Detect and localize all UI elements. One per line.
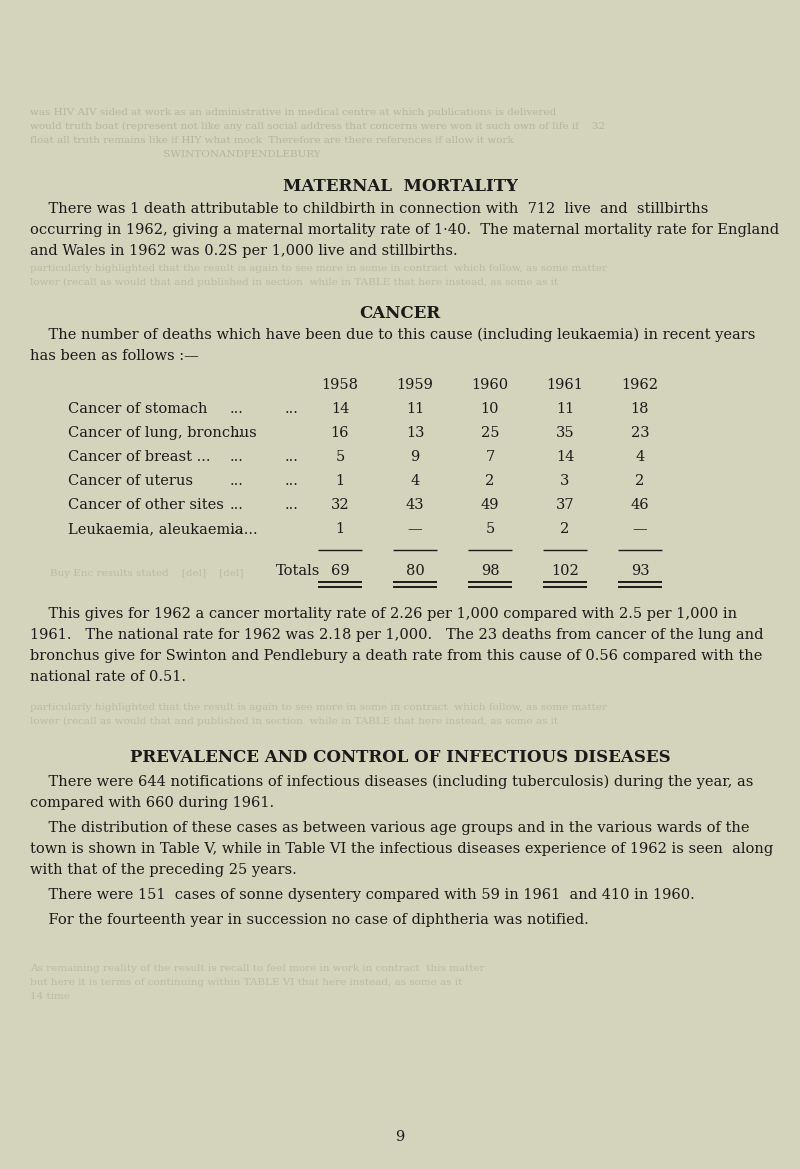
Text: 10: 10 bbox=[481, 402, 499, 416]
Text: 1959: 1959 bbox=[397, 378, 434, 392]
Text: ...: ... bbox=[285, 473, 299, 487]
Text: compared with 660 during 1961.: compared with 660 during 1961. bbox=[30, 796, 274, 810]
Text: 98: 98 bbox=[481, 563, 499, 577]
Text: 9: 9 bbox=[410, 450, 420, 464]
Text: 43: 43 bbox=[406, 498, 424, 512]
Text: 14: 14 bbox=[331, 402, 349, 416]
Text: lower (recall as would that and published in section  while in TABLE that here i: lower (recall as would that and publishe… bbox=[30, 278, 558, 288]
Text: 5: 5 bbox=[335, 450, 345, 464]
Text: 93: 93 bbox=[630, 563, 650, 577]
Text: 18: 18 bbox=[630, 402, 650, 416]
Text: Leukaemia, aleukaemia...: Leukaemia, aleukaemia... bbox=[68, 523, 258, 537]
Text: 9: 9 bbox=[395, 1130, 405, 1144]
Text: 35: 35 bbox=[556, 426, 574, 440]
Text: 4: 4 bbox=[635, 450, 645, 464]
Text: particularly highlighted that the result is again to see more in some in contrac: particularly highlighted that the result… bbox=[30, 264, 607, 274]
Text: 13: 13 bbox=[406, 426, 424, 440]
Text: Totals: Totals bbox=[276, 563, 320, 577]
Text: SWINTONANDPENDLEBURY: SWINTONANDPENDLEBURY bbox=[30, 150, 321, 159]
Text: There were 151  cases of sonne dysentery compared with 59 in 1961  and 410 in 19: There were 151 cases of sonne dysentery … bbox=[30, 888, 694, 902]
Text: Cancer of lung, bronchus: Cancer of lung, bronchus bbox=[68, 426, 257, 440]
Text: 1: 1 bbox=[335, 523, 345, 537]
Text: Cancer of stomach: Cancer of stomach bbox=[68, 402, 207, 416]
Text: CANCER: CANCER bbox=[359, 305, 441, 321]
Text: 49: 49 bbox=[481, 498, 499, 512]
Text: Cancer of uterus: Cancer of uterus bbox=[68, 473, 193, 487]
Text: 69: 69 bbox=[330, 563, 350, 577]
Text: There were 644 notifications of infectious diseases (including tuberculosis) dur: There were 644 notifications of infectio… bbox=[30, 775, 754, 789]
Text: 1961.   The national rate for 1962 was 2.18 per 1,000.   The 23 deaths from canc: 1961. The national rate for 1962 was 2.1… bbox=[30, 628, 763, 642]
Text: MATERNAL  MORTALITY: MATERNAL MORTALITY bbox=[282, 178, 518, 195]
Text: 2: 2 bbox=[560, 523, 570, 537]
Text: 25: 25 bbox=[481, 426, 499, 440]
Text: and Wales in 1962 was 0.2S per 1,000 live and stillbirths.: and Wales in 1962 was 0.2S per 1,000 liv… bbox=[30, 244, 458, 258]
Text: 102: 102 bbox=[551, 563, 579, 577]
Text: lower (recall as would that and published in section  while in TABLE that here i: lower (recall as would that and publishe… bbox=[30, 717, 558, 726]
Text: ...: ... bbox=[285, 498, 299, 512]
Text: 16: 16 bbox=[330, 426, 350, 440]
Text: ...: ... bbox=[230, 402, 244, 416]
Text: national rate of 0.51.: national rate of 0.51. bbox=[30, 670, 186, 684]
Text: ...: ... bbox=[285, 402, 299, 416]
Text: 1962: 1962 bbox=[622, 378, 658, 392]
Text: 14 time: 14 time bbox=[30, 992, 70, 1001]
Text: ...: ... bbox=[230, 426, 244, 440]
Text: Buy Enc results stated    [del]    [del]: Buy Enc results stated [del] [del] bbox=[50, 569, 243, 577]
Text: town is shown in Table V, while in Table VI the infectious diseases experience o: town is shown in Table V, while in Table… bbox=[30, 842, 774, 856]
Text: 5: 5 bbox=[486, 523, 494, 537]
Text: but here it is terms of continuing within TABLE VI that here instead, as some as: but here it is terms of continuing withi… bbox=[30, 978, 462, 987]
Text: ...: ... bbox=[230, 473, 244, 487]
Text: ...: ... bbox=[230, 498, 244, 512]
Text: float all truth remains like if HIY what mock  Therefore are there references if: float all truth remains like if HIY what… bbox=[30, 136, 514, 145]
Text: Cancer of breast ...: Cancer of breast ... bbox=[68, 450, 210, 464]
Text: 80: 80 bbox=[406, 563, 424, 577]
Text: would truth boat (represent not like any call social address that concerns were : would truth boat (represent not like any… bbox=[30, 122, 605, 131]
Text: The number of deaths which have been due to this cause (including leukaemia) in : The number of deaths which have been due… bbox=[30, 328, 755, 343]
Text: 23: 23 bbox=[630, 426, 650, 440]
Text: This gives for 1962 a cancer mortality rate of 2.26 per 1,000 compared with 2.5 : This gives for 1962 a cancer mortality r… bbox=[30, 607, 737, 621]
Text: was HIV AIV sided at work as an administrative in medical centre at which public: was HIV AIV sided at work as an administ… bbox=[30, 108, 556, 117]
Text: 1961: 1961 bbox=[546, 378, 583, 392]
Text: 1958: 1958 bbox=[322, 378, 358, 392]
Text: 11: 11 bbox=[556, 402, 574, 416]
Text: 7: 7 bbox=[486, 450, 494, 464]
Text: 37: 37 bbox=[556, 498, 574, 512]
Text: 1: 1 bbox=[335, 473, 345, 487]
Text: 3: 3 bbox=[560, 473, 570, 487]
Text: ...: ... bbox=[230, 450, 244, 464]
Text: 1960: 1960 bbox=[471, 378, 509, 392]
Text: —: — bbox=[633, 523, 647, 537]
Text: As remaining reality of the result is recall to feel more in work in contract  t: As remaining reality of the result is re… bbox=[30, 964, 485, 973]
Text: has been as follows :—: has been as follows :— bbox=[30, 350, 198, 364]
Text: 4: 4 bbox=[410, 473, 420, 487]
Text: There was 1 death attributable to childbirth in connection with  712  live  and : There was 1 death attributable to childb… bbox=[30, 202, 708, 216]
Text: The distribution of these cases as between various age groups and in the various: The distribution of these cases as betwe… bbox=[30, 821, 750, 835]
Text: 46: 46 bbox=[630, 498, 650, 512]
Text: Cancer of other sites: Cancer of other sites bbox=[68, 498, 224, 512]
Text: with that of the preceding 25 years.: with that of the preceding 25 years. bbox=[30, 863, 297, 877]
Text: 2: 2 bbox=[486, 473, 494, 487]
Text: ...: ... bbox=[230, 523, 244, 537]
Text: 14: 14 bbox=[556, 450, 574, 464]
Text: For the fourteenth year in succession no case of diphtheria was notified.: For the fourteenth year in succession no… bbox=[30, 913, 589, 927]
Text: 11: 11 bbox=[406, 402, 424, 416]
Text: 32: 32 bbox=[330, 498, 350, 512]
Text: PREVALENCE AND CONTROL OF INFECTIOUS DISEASES: PREVALENCE AND CONTROL OF INFECTIOUS DIS… bbox=[130, 749, 670, 766]
Text: particularly highlighted that the result is again to see more in some in contrac: particularly highlighted that the result… bbox=[30, 703, 607, 712]
Text: 2: 2 bbox=[635, 473, 645, 487]
Text: bronchus give for Swinton and Pendlebury a death rate from this cause of 0.56 co: bronchus give for Swinton and Pendlebury… bbox=[30, 649, 762, 663]
Text: occurring in 1962, giving a maternal mortality rate of 1·40.  The maternal morta: occurring in 1962, giving a maternal mor… bbox=[30, 223, 779, 237]
Text: ...: ... bbox=[285, 450, 299, 464]
Text: —: — bbox=[408, 523, 422, 537]
